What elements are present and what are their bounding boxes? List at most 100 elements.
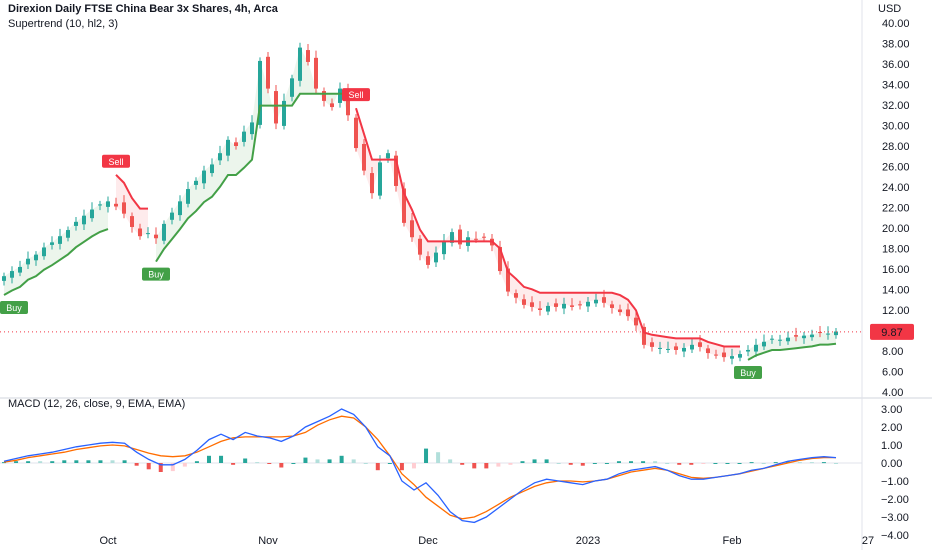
macd-histogram-bar bbox=[62, 460, 67, 463]
macd-histogram-bar bbox=[821, 462, 826, 464]
macd-histogram-bar bbox=[665, 463, 670, 464]
macd-tick: −1.00 bbox=[881, 476, 909, 488]
candle bbox=[530, 302, 534, 307]
macd-histogram-bar bbox=[737, 463, 742, 464]
candle bbox=[546, 305, 550, 312]
candle bbox=[330, 103, 334, 108]
signal-badge bbox=[142, 267, 170, 281]
macd-tick: 0.00 bbox=[881, 458, 902, 470]
candle bbox=[90, 209, 94, 219]
date-label: Nov bbox=[258, 535, 278, 547]
price-tick: 24.00 bbox=[882, 182, 910, 194]
macd-histogram-bar bbox=[520, 461, 525, 463]
macd-tick: −4.00 bbox=[881, 530, 909, 542]
candle bbox=[258, 60, 262, 125]
candle bbox=[818, 332, 822, 334]
macd-histogram-bar bbox=[725, 463, 730, 464]
macd-tick: −3.00 bbox=[881, 512, 909, 524]
candle bbox=[810, 334, 814, 338]
macd-histogram-bar bbox=[568, 463, 573, 465]
macd-histogram-bar bbox=[170, 463, 175, 472]
candle bbox=[538, 308, 542, 310]
candle bbox=[658, 347, 662, 349]
candle bbox=[66, 230, 70, 238]
candle bbox=[122, 202, 126, 214]
macd-histogram-bar bbox=[592, 463, 597, 464]
candle bbox=[186, 189, 190, 204]
macd-histogram-bar bbox=[194, 461, 199, 463]
candle bbox=[34, 254, 38, 261]
price-tick: 40.00 bbox=[882, 18, 910, 30]
supertrend-line bbox=[155, 92, 348, 263]
macd-histogram-bar bbox=[98, 460, 103, 463]
price-tick: 30.00 bbox=[882, 121, 910, 133]
macd-histogram-bar bbox=[231, 463, 236, 465]
signal-badge bbox=[102, 154, 130, 168]
macd-histogram-bar bbox=[616, 461, 621, 463]
macd-histogram-bar bbox=[375, 463, 380, 471]
signal-labels: Buy Sell Buy Sell Buy bbox=[0, 88, 762, 379]
price-tick: 36.00 bbox=[882, 59, 910, 71]
currency-label: USD bbox=[878, 3, 901, 15]
candle bbox=[778, 339, 782, 341]
candle bbox=[170, 212, 174, 220]
signal-text: Buy bbox=[148, 270, 164, 280]
supertrend-line bbox=[115, 174, 148, 210]
candle bbox=[650, 342, 654, 347]
macd-histogram-bar bbox=[206, 455, 211, 463]
date-label: 27 bbox=[862, 535, 874, 547]
candle bbox=[282, 100, 286, 126]
candle bbox=[322, 91, 326, 101]
candle bbox=[162, 223, 166, 241]
candle bbox=[370, 173, 374, 194]
candle bbox=[114, 203, 118, 207]
candle bbox=[738, 354, 742, 358]
price-tick: 8.00 bbox=[882, 346, 903, 358]
signal-text: Sell bbox=[348, 90, 363, 100]
candle bbox=[610, 304, 614, 308]
macd-histogram-bar bbox=[785, 461, 790, 463]
candle bbox=[362, 143, 366, 171]
supertrend-fill bbox=[4, 47, 836, 360]
signal-badge bbox=[342, 88, 370, 102]
supertrend-line bbox=[747, 342, 837, 361]
price-tick: 16.00 bbox=[882, 264, 910, 276]
macd-histogram-bar bbox=[339, 455, 344, 463]
candle bbox=[482, 236, 486, 238]
macd-histogram-bar bbox=[158, 463, 163, 472]
supertrend-lines bbox=[3, 92, 837, 361]
macd-histogram-bar bbox=[604, 463, 609, 464]
macd-histogram-bar bbox=[749, 462, 754, 464]
macd-histogram-bar bbox=[50, 461, 55, 463]
candle bbox=[402, 188, 406, 223]
macd-histogram-bar bbox=[291, 463, 296, 464]
date-label: 2023 bbox=[576, 535, 600, 547]
macd-histogram-bar bbox=[773, 462, 778, 464]
last-price-text: 9.87 bbox=[881, 327, 902, 339]
candle bbox=[242, 131, 246, 142]
macd-histogram-bar bbox=[279, 463, 284, 468]
candle bbox=[562, 303, 566, 309]
candle bbox=[826, 333, 830, 335]
candle bbox=[82, 215, 86, 225]
candle bbox=[666, 348, 670, 350]
candle bbox=[690, 344, 694, 350]
candle bbox=[730, 356, 734, 359]
macd-histogram-bar bbox=[2, 462, 6, 464]
macd-histogram-bar bbox=[315, 459, 320, 463]
price-tick: 14.00 bbox=[882, 285, 910, 297]
price-tick: 32.00 bbox=[882, 100, 910, 112]
candle bbox=[314, 57, 318, 89]
candle bbox=[834, 331, 838, 336]
candle bbox=[426, 256, 430, 265]
candle bbox=[634, 317, 638, 326]
macd-histogram-bar bbox=[448, 459, 453, 463]
price-tick: 18.00 bbox=[882, 244, 910, 256]
macd-histogram-bar bbox=[677, 463, 682, 465]
macd-pane bbox=[0, 408, 862, 524]
price-tick: 12.00 bbox=[882, 305, 910, 317]
candle bbox=[130, 216, 134, 227]
candle bbox=[794, 335, 798, 337]
candle bbox=[234, 142, 238, 146]
